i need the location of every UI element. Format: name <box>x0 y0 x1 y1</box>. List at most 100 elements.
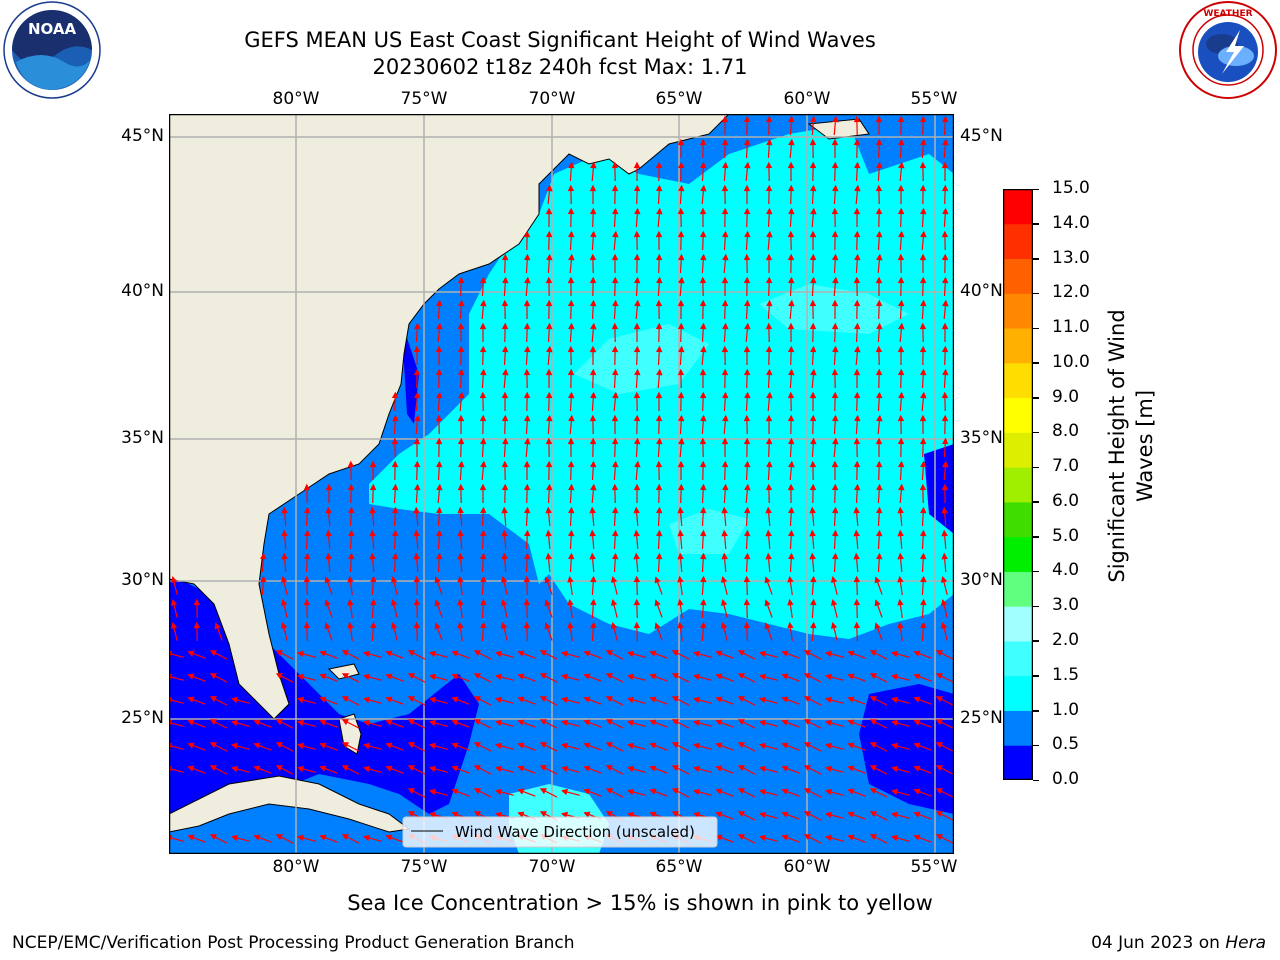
wave-direction-arrowhead <box>458 299 465 307</box>
wave-direction-arrowhead <box>605 788 613 795</box>
wave-direction-arrowhead <box>517 673 525 680</box>
wave-direction-arrowhead <box>500 622 508 629</box>
wave-direction-arrowhead <box>941 161 949 169</box>
wave-direction-arrowhead <box>655 460 663 468</box>
wave-direction-arrowhead <box>231 696 239 704</box>
wave-direction-arrowhead <box>875 276 883 284</box>
wave-direction-arrowhead <box>385 742 393 749</box>
wave-direction-arrowhead <box>743 575 751 583</box>
wave-direction-arrowhead <box>627 742 635 750</box>
wave-direction-arrowhead <box>391 437 399 445</box>
wave-direction-arrowhead <box>897 575 904 583</box>
wave-direction-arrowhead <box>655 552 663 560</box>
wave-direction-arrowhead <box>170 622 178 629</box>
wave-direction-arrowhead <box>545 460 553 468</box>
wave-direction-arrowhead <box>766 299 773 307</box>
wave-direction-arrowhead <box>832 437 839 445</box>
wave-direction-arrowhead <box>473 811 481 818</box>
wave-direction-arrowhead <box>677 230 685 238</box>
wave-direction-arrowhead <box>743 621 751 629</box>
colorbar-segment <box>1003 223 1033 260</box>
wave-direction-arrowhead <box>759 811 767 819</box>
wave-direction-arrowhead <box>545 207 553 215</box>
wave-direction-arrowhead <box>831 391 839 399</box>
wave-direction-arrowhead <box>715 742 723 749</box>
wave-direction-arrowhead <box>319 696 327 703</box>
wave-direction-arrowhead <box>810 598 817 606</box>
wave-direction-arrowhead <box>479 506 487 514</box>
wave-direction-arrowhead <box>847 788 855 795</box>
wave-direction-arrowhead <box>935 673 943 680</box>
wave-direction-arrowhead <box>759 673 767 681</box>
wave-direction-arrowhead <box>677 207 685 215</box>
wave-direction-arrowhead <box>787 529 795 537</box>
wave-direction-arrowhead <box>363 765 371 773</box>
wave-direction-arrowhead <box>627 765 635 773</box>
wave-direction-arrowhead <box>935 742 943 749</box>
wave-direction-arrowhead <box>787 161 795 169</box>
wave-direction-arrowhead <box>825 834 833 842</box>
wave-direction-arrowhead <box>611 414 619 422</box>
wave-direction-arrowhead <box>913 811 921 818</box>
wave-direction-arrowhead <box>319 742 327 749</box>
wave-direction-arrowhead <box>875 437 883 445</box>
wave-direction-arrowhead <box>788 207 795 215</box>
wave-direction-arrowhead <box>589 552 596 560</box>
wave-direction-arrowhead <box>765 184 773 192</box>
wave-direction-arrowhead <box>897 414 905 422</box>
wave-direction-arrowhead <box>721 184 729 192</box>
wave-direction-arrowhead <box>875 115 883 123</box>
wave-direction-arrowhead <box>633 253 641 261</box>
wave-direction-arrowhead <box>479 414 487 422</box>
wave-direction-arrowhead <box>853 391 861 399</box>
wave-direction-arrowhead <box>209 696 217 703</box>
wave-direction-arrowhead <box>435 552 443 560</box>
colorbar-tick-label: 13.0 <box>1052 247 1090 268</box>
footer-date: 04 Jun 2023 on <box>1091 933 1226 953</box>
wave-direction-arrowhead <box>567 529 575 537</box>
wave-direction-arrowhead <box>297 650 305 658</box>
wave-direction-arrowhead <box>765 506 772 514</box>
wave-direction-arrowhead <box>479 437 487 445</box>
wave-direction-arrowhead <box>480 621 487 629</box>
wave-direction-arrowhead <box>451 719 459 726</box>
wave-direction-arrowhead <box>583 811 591 818</box>
wave-direction-arrowhead <box>743 598 751 606</box>
wave-direction-arrowhead <box>831 460 839 468</box>
wave-direction-arrowhead <box>941 184 949 192</box>
wave-direction-arrowhead <box>715 696 723 703</box>
wave-direction-arrowhead <box>567 598 574 606</box>
wave-direction-arrowhead <box>303 529 311 537</box>
wave-direction-arrowhead <box>743 345 751 353</box>
wave-direction-arrowhead <box>341 650 349 657</box>
wave-direction-arrowhead <box>363 650 371 658</box>
wave-direction-arrowhead <box>567 368 575 376</box>
colorbar-tick-mark <box>1033 431 1039 434</box>
wave-direction-arrowhead <box>788 460 795 468</box>
wave-direction-arrowhead <box>413 552 420 560</box>
wave-direction-arrowhead <box>876 414 883 422</box>
wave-direction-arrowhead <box>935 650 943 657</box>
wave-direction-arrowhead <box>363 673 371 681</box>
wave-direction-arrowhead <box>281 529 288 537</box>
wave-direction-arrowhead <box>187 696 195 703</box>
wave-direction-arrowhead <box>413 575 421 583</box>
colorbar-tick-mark <box>1033 362 1039 364</box>
colorbar-label-line2: Waves [m] <box>1133 390 1157 502</box>
lon-label-bottom-55w: 55°W <box>910 857 958 877</box>
wave-direction-arrowhead <box>633 437 641 445</box>
wave-direction-arrowhead <box>803 719 811 726</box>
wave-direction-arrowhead <box>693 742 701 750</box>
wave-direction-arrowhead <box>831 138 839 146</box>
wave-direction-arrowhead <box>590 161 597 169</box>
wave-direction-arrowhead <box>831 506 839 514</box>
wave-direction-arrowhead <box>677 414 685 422</box>
wave-direction-arrowhead <box>517 696 525 703</box>
wave-direction-arrowhead <box>568 161 575 169</box>
wave-direction-arrowhead <box>649 765 657 772</box>
wave-direction-arrowhead <box>539 673 547 680</box>
wave-direction-arrowhead <box>787 414 795 422</box>
wave-direction-arrowhead <box>413 598 421 606</box>
wave-direction-arrowhead <box>303 598 311 606</box>
wave-direction-arrowhead <box>920 299 927 307</box>
